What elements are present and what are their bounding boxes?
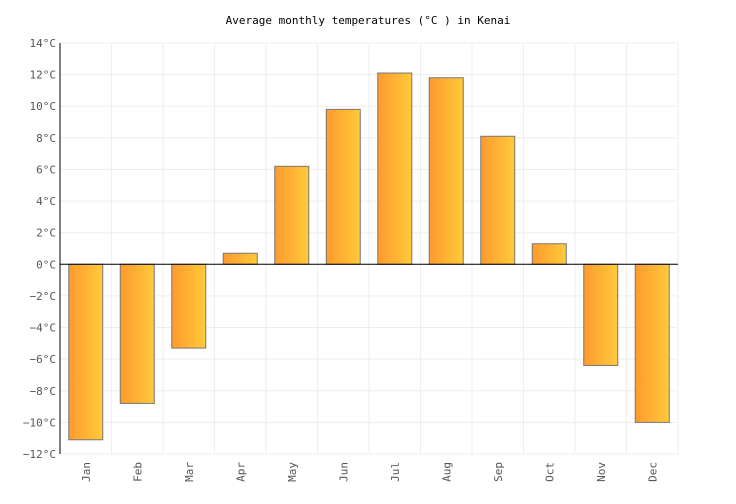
x-tick-label: Feb [131, 462, 144, 482]
y-tick-label: −6°C [30, 353, 57, 366]
y-tick-label: −4°C [30, 322, 57, 335]
y-tick-label: 12°C [30, 69, 57, 82]
y-tick-label: −12°C [23, 448, 56, 461]
chart-title: Average monthly temperatures (°C ) in Ke… [226, 14, 511, 27]
y-tick-label: 8°C [36, 132, 56, 145]
x-tick-label: Nov [595, 462, 608, 482]
x-tick-label: May [286, 462, 299, 482]
y-tick-label: 2°C [36, 227, 56, 240]
bar-sep [480, 135, 516, 265]
bar-aug [428, 77, 464, 265]
bar-may [274, 165, 310, 265]
x-tick-label: Sep [492, 462, 505, 482]
bar-mar [171, 263, 207, 349]
x-tick-label: Dec [646, 462, 659, 482]
y-tick-label: 4°C [36, 195, 56, 208]
bar-feb [119, 263, 155, 404]
bar-dec [634, 263, 670, 423]
bar-oct [531, 243, 567, 265]
bar-apr [222, 252, 258, 265]
y-tick-label: 10°C [30, 100, 57, 113]
x-tick-label: Aug [440, 462, 453, 482]
bar-jul [377, 72, 413, 265]
x-tick-label: Jun [337, 462, 350, 482]
x-tick-label: Jan [80, 462, 93, 482]
bar-jun [325, 108, 361, 265]
y-tick-label: −2°C [30, 290, 57, 303]
y-tick-label: 0°C [36, 258, 56, 271]
x-tick-label: Apr [234, 462, 247, 482]
x-tick-label: Mar [183, 462, 196, 482]
y-tick-label: −10°C [23, 416, 56, 429]
y-tick-label: 14°C [30, 37, 57, 50]
x-tick-label: Jul [389, 462, 402, 482]
x-tick-label: Oct [543, 462, 556, 482]
y-tick-label: 6°C [36, 163, 56, 176]
bar-jan [68, 263, 104, 441]
bar-nov [583, 263, 619, 366]
y-tick-label: −8°C [30, 385, 57, 398]
